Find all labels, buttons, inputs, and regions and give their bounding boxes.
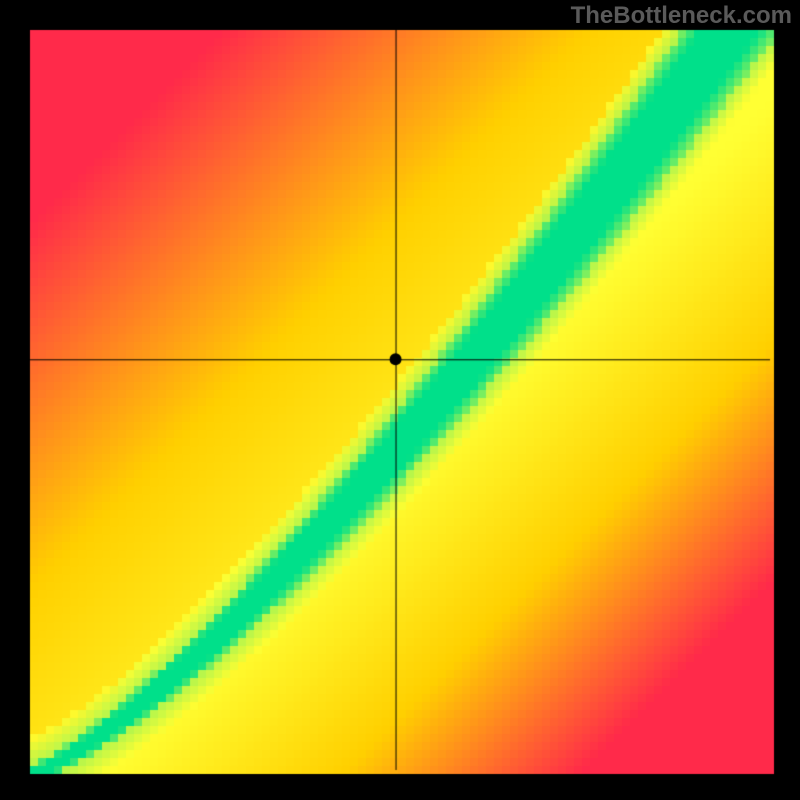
image-root: TheBottleneck.com xyxy=(0,0,800,800)
bottleneck-heatmap-canvas xyxy=(0,0,800,800)
watermark-text: TheBottleneck.com xyxy=(571,2,792,30)
